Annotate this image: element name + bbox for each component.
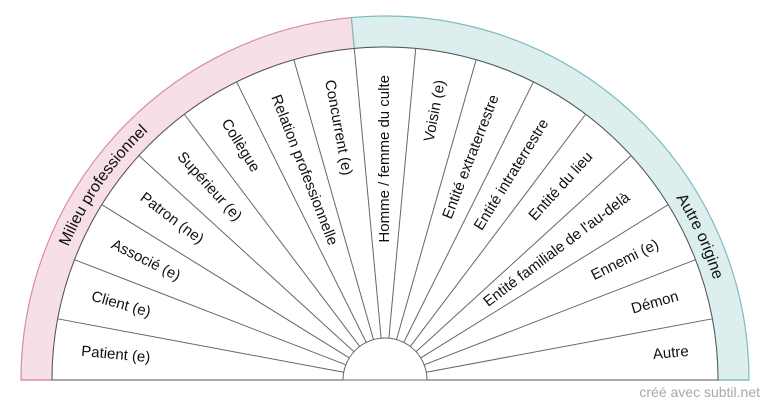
sector-label: Homme / femme du culte: [376, 75, 393, 243]
credit-text: créé avec subtil.net: [639, 384, 760, 400]
sector-label: Autre: [652, 343, 689, 363]
sector-area: [51, 46, 719, 381]
sector-divider: [57, 318, 344, 373]
sector-divider: [236, 81, 367, 343]
sector-divider: [183, 113, 361, 347]
sector-divider: [420, 204, 669, 359]
sector-divider: [415, 155, 632, 353]
sector-divider: [388, 48, 417, 339]
sector-divider: [138, 155, 355, 353]
sector-divider: [396, 59, 477, 340]
sector-divider: [409, 113, 587, 347]
sector-label: Patient (e): [81, 343, 151, 366]
sector-divider: [403, 81, 534, 343]
center-hub: [342, 337, 428, 381]
sector-divider: [293, 59, 374, 340]
sector-divider: [423, 259, 696, 366]
sector-divider: [353, 48, 382, 339]
sector-divider: [426, 318, 713, 373]
sector-fan: [51, 46, 719, 381]
sector-divider: [101, 204, 350, 359]
sector-divider: [74, 259, 347, 366]
